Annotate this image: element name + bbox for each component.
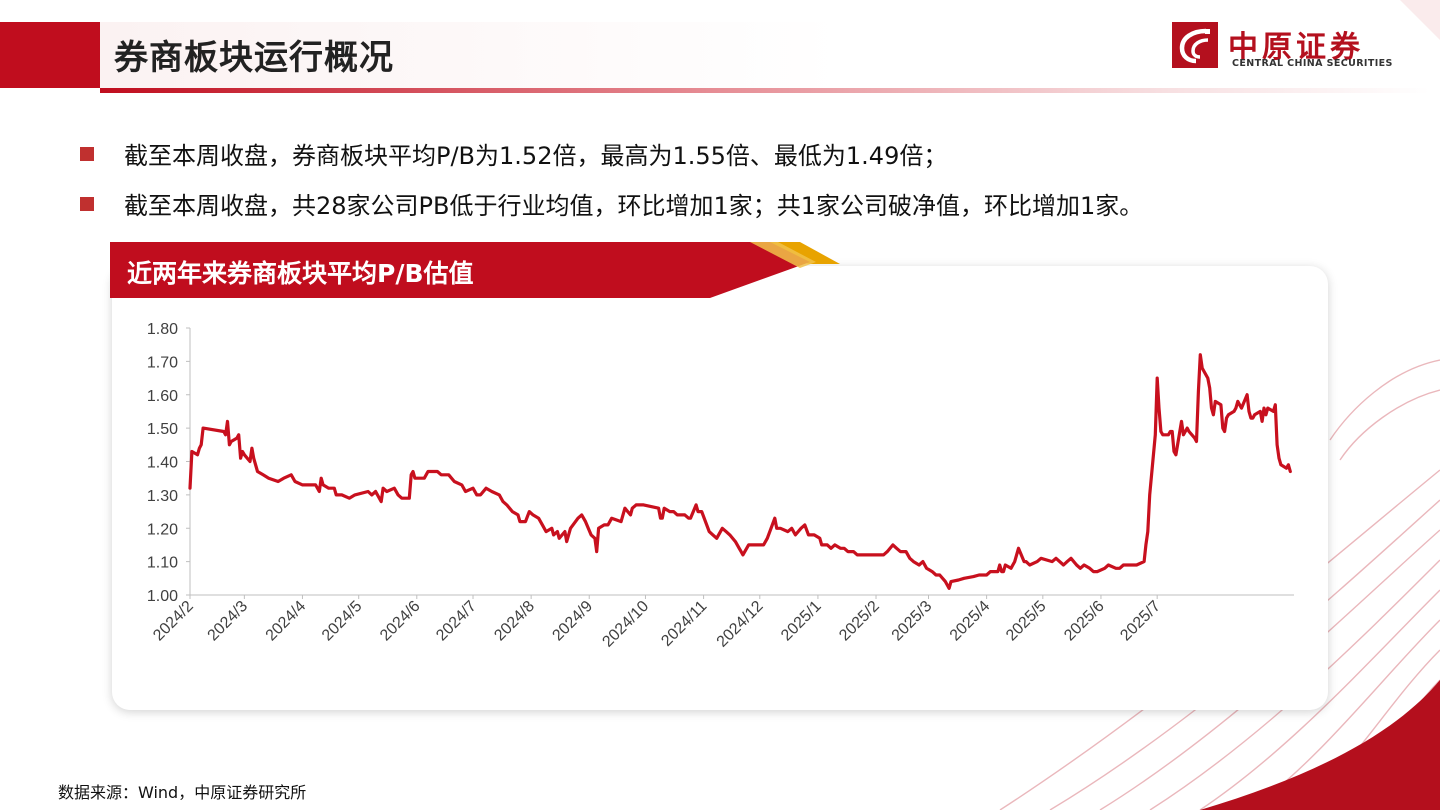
x-tick-label: 2024/12 — [714, 598, 767, 651]
logo-chinese-name: 中原证券 — [1228, 30, 1364, 65]
pb-line-chart: 1.80 1.70 1.60 1.50 1.40 1.30 1.20 1.10 1.00 2024… — [147, 321, 1294, 651]
bullet-text: 截至本周收盘，共28家公司PB低于行业均值，环比增加1家；共1家公司破净值，环比… — [124, 192, 1144, 220]
x-tick-label: 2024/5 — [319, 598, 366, 645]
x-tick-label: 2025/4 — [947, 598, 994, 645]
y-tick-label: 1.70 — [147, 354, 178, 371]
x-tick-label: 2024/9 — [549, 598, 596, 645]
x-tick-label: 2025/3 — [889, 598, 936, 645]
x-tick-label: 2024/4 — [263, 598, 310, 645]
y-tick-label: 1.30 — [147, 488, 178, 505]
header-accent-block — [0, 22, 100, 88]
y-tick-label: 1.60 — [147, 388, 178, 405]
logo-english-name: CENTRAL CHINA SECURITIES — [1232, 58, 1393, 69]
y-tick-label: 1.80 — [147, 321, 178, 338]
x-tick-label: 2025/7 — [1117, 598, 1164, 645]
x-tick-label: 2024/7 — [433, 598, 480, 645]
page-title: 券商板块运行概况 — [114, 38, 394, 78]
y-tick-label: 1.40 — [147, 455, 178, 472]
pb-series-line — [188, 353, 1292, 590]
bullet-item: 截至本周收盘，共28家公司PB低于行业均值，环比增加1家；共1家公司破净值，环比… — [80, 186, 1143, 221]
y-tick-label: 1.10 — [147, 555, 178, 572]
bullet-text: 截至本周收盘，券商板块平均P/B为1.52倍，最高为1.55倍、最低为1.49倍… — [124, 142, 948, 170]
source-note: 数据来源：Wind，中原证券研究所 — [58, 783, 307, 802]
company-logo: 中原证券 CENTRAL CHINA SECURITIES — [1172, 22, 1432, 70]
header-bar — [100, 22, 1160, 88]
chart-title: 近两年来券商板块平均P/B估值 — [127, 259, 474, 288]
x-tick-label: 2025/6 — [1061, 598, 1108, 645]
x-tick-label: 2024/3 — [205, 598, 252, 645]
x-tick-label: 2025/2 — [836, 598, 883, 645]
logo-mark-icon — [1172, 22, 1218, 68]
x-tick-label: 2024/6 — [377, 598, 424, 645]
x-tick-label: 2024/10 — [599, 598, 652, 651]
x-tick-label: 2024/8 — [491, 598, 538, 645]
square-bullet-icon — [80, 196, 94, 211]
y-tick-label: 1.00 — [147, 588, 178, 605]
y-tick-label: 1.50 — [147, 421, 178, 438]
chart-title-tab — [110, 242, 840, 298]
y-tick-label: 1.20 — [147, 521, 178, 538]
x-tick-label: 2024/11 — [658, 598, 710, 650]
header-underline — [100, 88, 1430, 93]
x-tick-label: 2025/1 — [778, 598, 825, 645]
square-bullet-icon — [80, 146, 94, 161]
chart-card — [112, 266, 1328, 710]
x-tick-label: 2025/5 — [1003, 598, 1050, 645]
bullet-item: 截至本周收盘，券商板块平均P/B为1.52倍，最高为1.55倍、最低为1.49倍… — [80, 136, 947, 171]
